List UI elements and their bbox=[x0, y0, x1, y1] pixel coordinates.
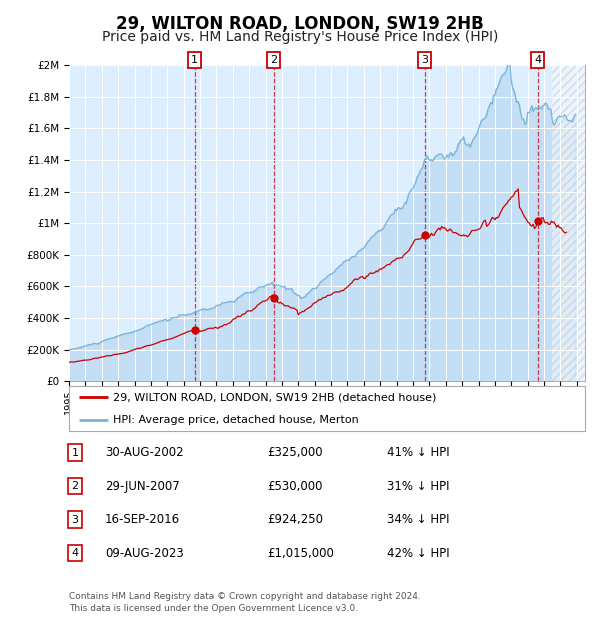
Text: 09-AUG-2023: 09-AUG-2023 bbox=[105, 547, 184, 559]
Text: 29-JUN-2007: 29-JUN-2007 bbox=[105, 480, 180, 492]
Text: £325,000: £325,000 bbox=[267, 446, 323, 459]
Text: 42% ↓ HPI: 42% ↓ HPI bbox=[387, 547, 449, 559]
Text: 2: 2 bbox=[71, 481, 79, 491]
Text: 1: 1 bbox=[71, 448, 79, 458]
Bar bbox=[552, 65, 585, 381]
Text: £924,250: £924,250 bbox=[267, 513, 323, 526]
Text: Contains HM Land Registry data © Crown copyright and database right 2024.
This d: Contains HM Land Registry data © Crown c… bbox=[69, 591, 421, 613]
Text: 30-AUG-2002: 30-AUG-2002 bbox=[105, 446, 184, 459]
Text: HPI: Average price, detached house, Merton: HPI: Average price, detached house, Mert… bbox=[113, 415, 359, 425]
Text: Price paid vs. HM Land Registry's House Price Index (HPI): Price paid vs. HM Land Registry's House … bbox=[102, 30, 498, 44]
Text: 16-SEP-2016: 16-SEP-2016 bbox=[105, 513, 180, 526]
Text: 1: 1 bbox=[191, 55, 198, 65]
Text: 2: 2 bbox=[270, 55, 277, 65]
Text: 41% ↓ HPI: 41% ↓ HPI bbox=[387, 446, 449, 459]
Text: 31% ↓ HPI: 31% ↓ HPI bbox=[387, 480, 449, 492]
Text: 29, WILTON ROAD, LONDON, SW19 2HB (detached house): 29, WILTON ROAD, LONDON, SW19 2HB (detac… bbox=[113, 392, 436, 402]
Text: £530,000: £530,000 bbox=[267, 480, 323, 492]
Text: £1,015,000: £1,015,000 bbox=[267, 547, 334, 559]
Text: 3: 3 bbox=[71, 515, 79, 525]
Text: 4: 4 bbox=[71, 548, 79, 558]
Text: 34% ↓ HPI: 34% ↓ HPI bbox=[387, 513, 449, 526]
Text: 29, WILTON ROAD, LONDON, SW19 2HB: 29, WILTON ROAD, LONDON, SW19 2HB bbox=[116, 16, 484, 33]
Text: 4: 4 bbox=[534, 55, 541, 65]
Text: 3: 3 bbox=[421, 55, 428, 65]
